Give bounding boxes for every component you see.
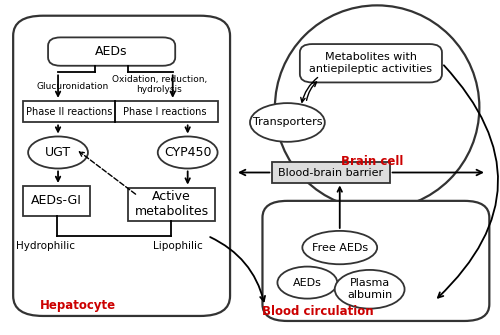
Text: Lipophilic: Lipophilic: [153, 241, 202, 251]
Text: Metabolites with
antiepileptic activities: Metabolites with antiepileptic activitie…: [310, 53, 432, 74]
Text: Free AEDs: Free AEDs: [312, 243, 368, 253]
Text: AEDs-GI: AEDs-GI: [32, 194, 82, 207]
FancyBboxPatch shape: [48, 38, 175, 66]
FancyBboxPatch shape: [128, 188, 215, 221]
Text: Phase I reactions: Phase I reactions: [124, 107, 207, 117]
Text: Transporters: Transporters: [252, 118, 322, 127]
Text: Phase II reactions: Phase II reactions: [26, 107, 112, 117]
Ellipse shape: [158, 136, 218, 169]
Ellipse shape: [335, 270, 404, 309]
Text: Blood circulation: Blood circulation: [262, 305, 373, 318]
FancyBboxPatch shape: [262, 201, 490, 321]
FancyBboxPatch shape: [13, 16, 230, 316]
Ellipse shape: [278, 267, 338, 298]
Text: Oxidation, reduction,
hydrolysis: Oxidation, reduction, hydrolysis: [112, 75, 207, 94]
Ellipse shape: [275, 5, 480, 209]
Text: AEDs: AEDs: [96, 45, 128, 58]
Ellipse shape: [28, 136, 88, 169]
Text: UGT: UGT: [45, 146, 71, 159]
Text: Plasma
albumin: Plasma albumin: [347, 278, 393, 300]
Text: AEDs: AEDs: [293, 278, 322, 287]
Text: Hydrophilic: Hydrophilic: [16, 241, 75, 251]
Text: Blood-brain barrier: Blood-brain barrier: [278, 168, 384, 178]
Text: Hepatocyte: Hepatocyte: [40, 298, 116, 312]
Text: CYP450: CYP450: [164, 146, 212, 159]
Ellipse shape: [250, 103, 325, 142]
FancyBboxPatch shape: [272, 162, 390, 183]
FancyBboxPatch shape: [300, 44, 442, 82]
Ellipse shape: [302, 231, 377, 264]
Text: Glucuronidation: Glucuronidation: [37, 82, 109, 90]
Text: Active
metabolites: Active metabolites: [134, 190, 208, 218]
Text: Brain cell: Brain cell: [341, 154, 404, 168]
FancyBboxPatch shape: [23, 186, 90, 216]
FancyBboxPatch shape: [23, 101, 218, 123]
